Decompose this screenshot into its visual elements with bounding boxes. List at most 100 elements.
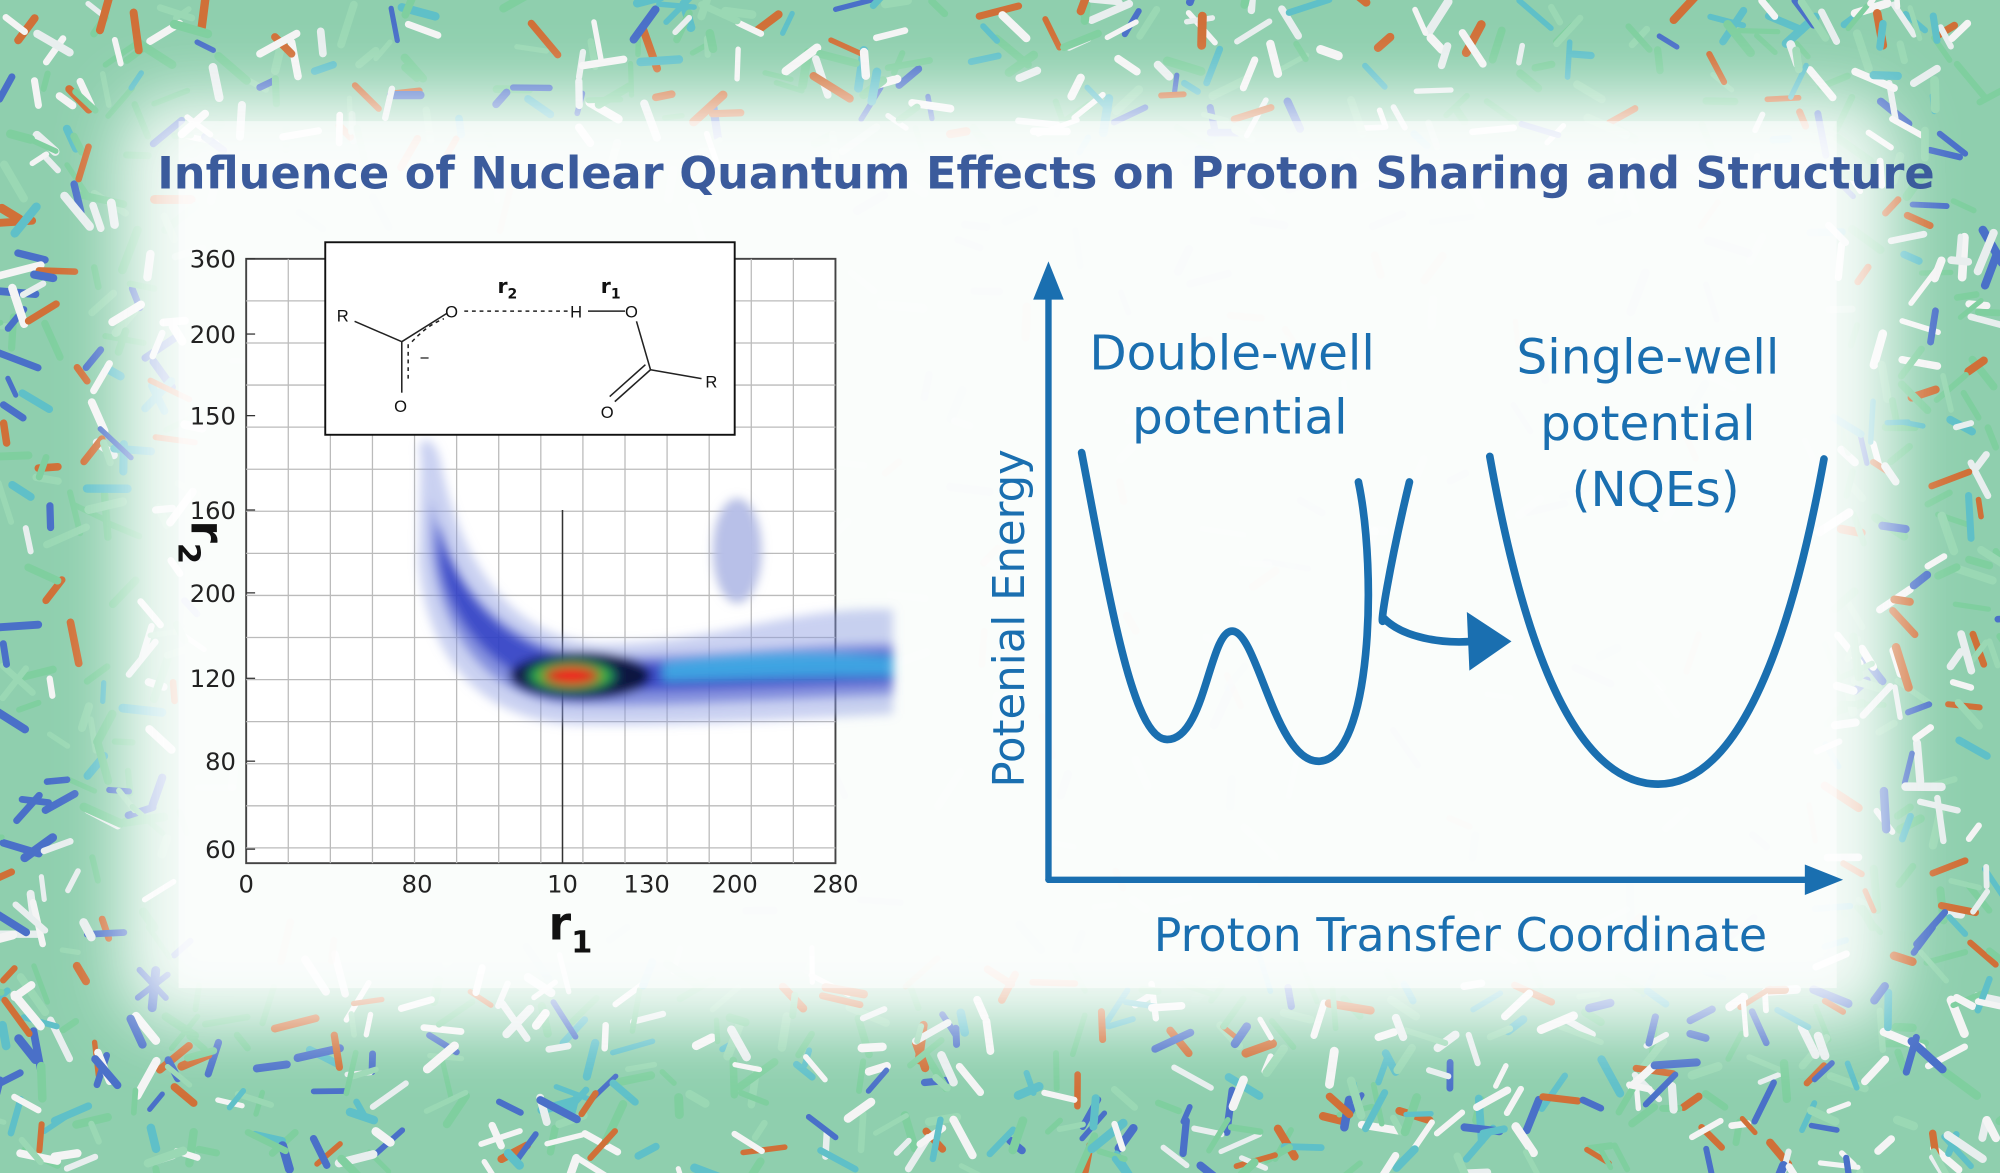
stick <box>31 963 51 1005</box>
stick <box>40 838 74 855</box>
label-line: Double-well <box>1089 326 1375 382</box>
stick <box>1736 27 1781 35</box>
stick <box>721 6 757 19</box>
stick <box>1992 548 2000 563</box>
stick <box>204 1038 223 1078</box>
stick <box>1579 1096 1605 1112</box>
stick <box>762 70 794 82</box>
stick <box>80 435 106 466</box>
stick <box>1775 1160 1788 1173</box>
x-tick-label: 130 <box>624 871 670 899</box>
stick <box>111 36 124 67</box>
stick <box>1977 545 2000 567</box>
stick <box>423 1089 469 1114</box>
stick <box>146 1123 161 1153</box>
x-axis-label: Proton Transfer Coordinate <box>1154 908 1767 962</box>
stick <box>1493 1063 1509 1089</box>
stick <box>16 699 42 713</box>
stick <box>1569 50 1595 60</box>
stick <box>1941 1133 1974 1170</box>
stick <box>1611 1142 1631 1173</box>
stick <box>13 791 43 825</box>
stick <box>1811 1060 1835 1083</box>
stick <box>1924 489 1953 508</box>
stick <box>90 264 102 291</box>
stick <box>1845 3 1870 32</box>
stick <box>872 1113 909 1136</box>
stick <box>1930 1148 1950 1173</box>
stick <box>735 19 765 37</box>
stick <box>293 1044 344 1062</box>
stick <box>609 1079 639 1106</box>
stick <box>1924 553 1948 570</box>
stick <box>795 1030 815 1059</box>
stick <box>208 62 224 103</box>
stick <box>1473 1086 1512 1111</box>
stick <box>63 1153 99 1172</box>
stick <box>350 1066 379 1080</box>
stick <box>527 19 562 59</box>
stick <box>1597 1055 1625 1098</box>
stick <box>805 1114 839 1141</box>
stick <box>1933 371 1969 403</box>
stick <box>155 1042 193 1074</box>
stick <box>880 0 912 9</box>
stick <box>197 0 210 32</box>
stick <box>170 1083 198 1107</box>
stick <box>1803 1062 1828 1087</box>
y-axis-symbol: r <box>180 520 234 543</box>
stick <box>1973 451 1990 471</box>
stick <box>1973 228 1998 276</box>
stick <box>0 480 15 525</box>
stick <box>1362 1089 1389 1133</box>
stick <box>401 0 416 19</box>
stick <box>22 525 34 555</box>
stick <box>1895 862 1917 889</box>
stick <box>1488 26 1506 64</box>
stick <box>1903 211 1934 230</box>
stick <box>442 1091 470 1129</box>
stick <box>1703 1145 1715 1173</box>
stick <box>252 1060 291 1073</box>
stick <box>143 1146 188 1168</box>
stick <box>72 961 91 986</box>
stick <box>1950 198 1977 214</box>
stick <box>20 833 58 863</box>
bonds <box>354 310 702 403</box>
stick <box>1909 201 1950 209</box>
stick <box>488 1121 505 1150</box>
y-tick-label: 60 <box>205 836 236 864</box>
stick <box>1074 1132 1099 1173</box>
label-line: (NQEs) <box>1572 462 1740 518</box>
stick <box>1876 19 1887 51</box>
stick <box>373 39 393 62</box>
stick <box>1111 1120 1126 1152</box>
stick <box>1437 42 1452 70</box>
stick <box>986 1126 1017 1158</box>
double-well-curve <box>1077 448 1373 765</box>
stick <box>1076 0 1090 16</box>
stick <box>893 1137 912 1156</box>
stick <box>1044 1117 1063 1135</box>
stick <box>1004 50 1039 77</box>
stick <box>1754 33 1778 56</box>
stick <box>1241 1039 1277 1058</box>
stick <box>727 1025 751 1062</box>
stick <box>88 1120 102 1145</box>
stick <box>0 930 18 943</box>
stick <box>287 38 302 81</box>
stick <box>1625 23 1653 53</box>
stick <box>1896 40 1908 65</box>
stick <box>928 0 949 18</box>
stick <box>674 1093 684 1120</box>
stick <box>1751 1079 1777 1125</box>
stick <box>1218 1132 1263 1155</box>
stick <box>1458 29 1487 68</box>
stick <box>130 1087 139 1116</box>
stick <box>1151 1028 1195 1053</box>
stick <box>43 523 90 549</box>
stick <box>1889 151 1905 186</box>
stick <box>1531 60 1556 72</box>
stick <box>980 23 1001 44</box>
stick <box>967 52 1002 66</box>
